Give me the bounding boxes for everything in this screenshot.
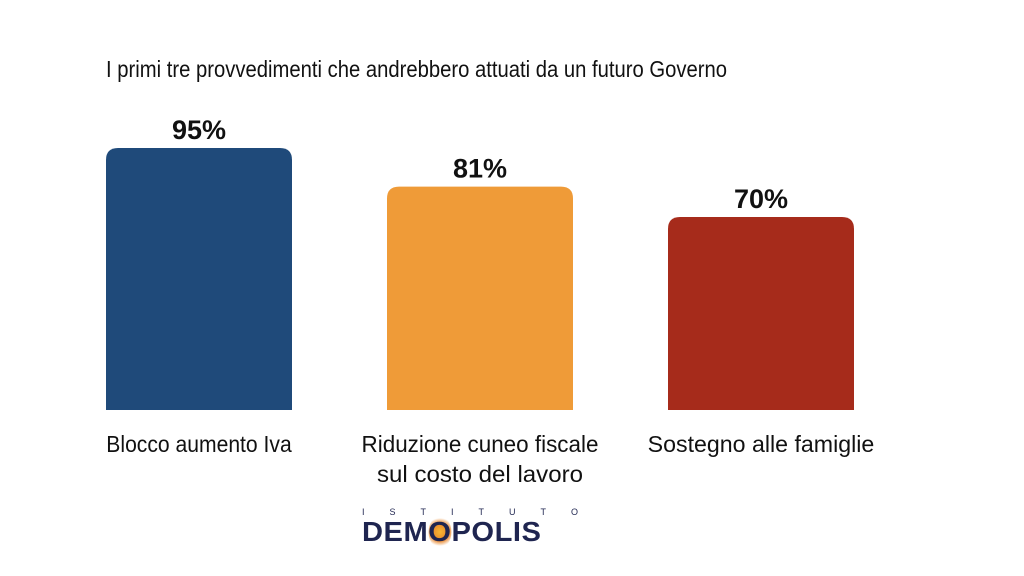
- category-label: Riduzione cuneo fiscale: [362, 431, 599, 457]
- category-label: Sostegno alle famiglie: [648, 431, 875, 457]
- logo-subtitle-letter: T: [420, 507, 427, 517]
- logo-subtitle-letter: T: [540, 507, 546, 517]
- logo-subtitle-letter: T: [478, 507, 484, 517]
- data-label: 95%: [172, 115, 226, 145]
- logo-subtitle-letter: I: [450, 507, 454, 517]
- bar: [668, 216, 854, 410]
- bar: [106, 148, 292, 410]
- logo-subtitle: I S T I T U T O: [362, 507, 578, 517]
- logo-subtitle-letter: I: [362, 507, 365, 517]
- logo-subtitle-letter: S: [389, 507, 396, 517]
- logo-text-part: POLIS: [451, 516, 542, 547]
- category-label: Blocco aumento Iva: [106, 431, 292, 457]
- logo-sun-o: O: [428, 516, 452, 548]
- category-label: sul costo del lavoro: [377, 461, 583, 487]
- data-label: 70%: [734, 184, 788, 214]
- bar: [387, 186, 573, 410]
- logo-text-part: DEM: [362, 516, 429, 547]
- logo-subtitle-letter: O: [570, 507, 578, 517]
- demopolis-logo: I S T I T U T O DEMOPOLIS: [362, 507, 582, 548]
- data-label: 81%: [453, 154, 507, 184]
- logo-wordmark: DEMOPOLIS: [362, 516, 541, 548]
- logo-subtitle-letter: U: [508, 507, 516, 517]
- chart-title: I primi tre provvedimenti che andrebbero…: [106, 56, 728, 82]
